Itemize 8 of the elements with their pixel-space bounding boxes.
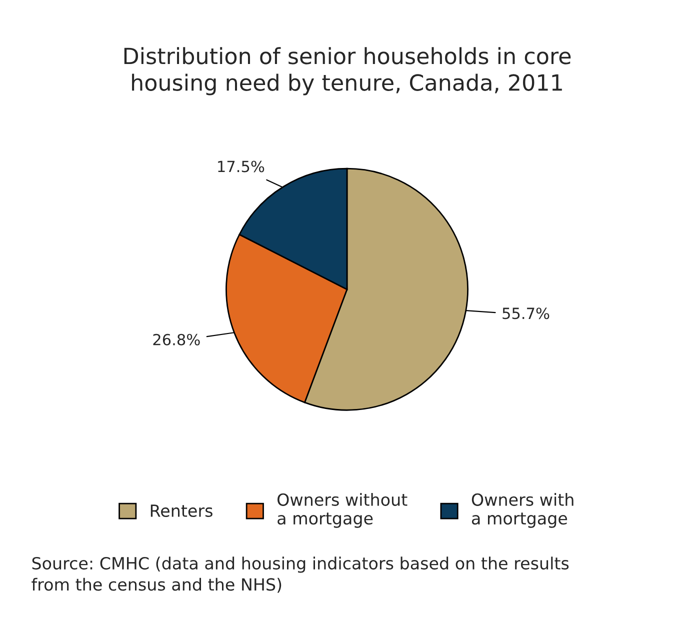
data-label: 55.7% [502,308,550,320]
data-label: 26.8% [153,334,200,346]
chart-title: Distribution of senior households in core housing need by tenure, Canada, 2011 [124,47,571,96]
legend-label: Owners with a mortgage [472,493,574,528]
source-note: Source: CMHC (data and housing indicators based on the results from the census and the NHS) [32,556,569,593]
legend-label: Owners without a mortgage [278,493,408,528]
legend-label: Renters [150,504,212,518]
data-label: 17.5% [218,160,264,172]
